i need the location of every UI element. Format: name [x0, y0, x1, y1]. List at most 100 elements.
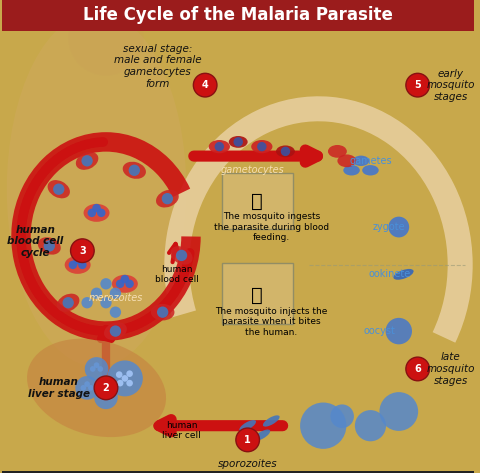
Circle shape — [406, 357, 430, 381]
Circle shape — [103, 391, 109, 396]
Circle shape — [69, 261, 77, 269]
Ellipse shape — [151, 304, 174, 321]
Text: 5: 5 — [414, 80, 421, 90]
Circle shape — [236, 428, 260, 452]
Ellipse shape — [104, 323, 127, 340]
Circle shape — [71, 239, 94, 263]
Circle shape — [78, 261, 86, 269]
Ellipse shape — [240, 420, 256, 431]
Circle shape — [87, 209, 96, 217]
Ellipse shape — [37, 237, 61, 254]
Circle shape — [281, 147, 290, 156]
Circle shape — [110, 325, 121, 337]
Circle shape — [125, 280, 134, 288]
Text: 2: 2 — [103, 383, 109, 393]
Text: ookinete: ookinete — [368, 269, 410, 280]
Text: human
blood cell: human blood cell — [155, 264, 199, 284]
Circle shape — [176, 250, 187, 261]
Circle shape — [81, 385, 86, 391]
Ellipse shape — [112, 275, 138, 293]
Text: 3: 3 — [79, 245, 86, 256]
Text: 🦟: 🦟 — [251, 286, 263, 305]
Circle shape — [94, 362, 99, 368]
Text: 4: 4 — [202, 80, 208, 90]
Circle shape — [120, 275, 129, 283]
Text: gametocytes: gametocytes — [220, 165, 284, 175]
Circle shape — [117, 380, 123, 386]
FancyBboxPatch shape — [222, 173, 292, 229]
Ellipse shape — [362, 165, 379, 175]
Circle shape — [44, 240, 55, 252]
Circle shape — [215, 142, 224, 151]
Text: sexual stage:
male and female
gametocytes
form: sexual stage: male and female gametocyte… — [114, 44, 202, 88]
Circle shape — [257, 142, 266, 151]
Circle shape — [92, 204, 101, 212]
Text: zygote: zygote — [373, 222, 406, 232]
Text: gametes: gametes — [349, 156, 392, 166]
Text: The mosquito injects the
parasite when it bites
the human.: The mosquito injects the parasite when i… — [215, 307, 327, 337]
Circle shape — [82, 297, 93, 308]
Ellipse shape — [170, 247, 193, 264]
Circle shape — [73, 256, 82, 264]
Circle shape — [97, 209, 106, 217]
Ellipse shape — [394, 269, 414, 280]
FancyBboxPatch shape — [222, 263, 292, 324]
Text: 1: 1 — [244, 435, 251, 445]
Ellipse shape — [276, 146, 295, 157]
Circle shape — [379, 392, 418, 431]
Ellipse shape — [122, 162, 146, 179]
Text: 🦟: 🦟 — [251, 192, 263, 210]
FancyBboxPatch shape — [2, 0, 474, 31]
Ellipse shape — [343, 165, 360, 175]
Circle shape — [90, 366, 96, 372]
Ellipse shape — [7, 12, 186, 367]
Ellipse shape — [27, 339, 166, 437]
Circle shape — [388, 217, 409, 237]
Text: human
liver stage: human liver stage — [28, 377, 90, 399]
Circle shape — [157, 307, 168, 318]
Text: merozoites: merozoites — [88, 293, 143, 303]
Circle shape — [97, 366, 103, 372]
Text: human
liver cell: human liver cell — [162, 420, 201, 440]
Circle shape — [85, 357, 108, 381]
Circle shape — [300, 403, 347, 449]
Circle shape — [82, 155, 93, 166]
Text: early
mosquito
stages: early mosquito stages — [427, 69, 475, 102]
Circle shape — [53, 184, 64, 195]
FancyBboxPatch shape — [2, 471, 474, 473]
Ellipse shape — [84, 204, 109, 222]
Circle shape — [126, 380, 133, 386]
Ellipse shape — [263, 415, 280, 427]
Text: oocyst: oocyst — [364, 326, 396, 336]
Circle shape — [62, 297, 74, 308]
Circle shape — [162, 193, 173, 204]
Circle shape — [121, 375, 128, 382]
Circle shape — [116, 280, 124, 288]
Circle shape — [233, 137, 243, 147]
Ellipse shape — [209, 140, 230, 153]
Circle shape — [84, 381, 90, 387]
Ellipse shape — [156, 190, 179, 207]
Circle shape — [99, 394, 105, 400]
Circle shape — [116, 371, 122, 378]
Circle shape — [100, 297, 112, 308]
Text: Life Cycle of the Malaria Parasite: Life Cycle of the Malaria Parasite — [84, 6, 393, 24]
Ellipse shape — [75, 152, 99, 169]
Ellipse shape — [337, 154, 356, 167]
Circle shape — [100, 278, 112, 289]
Ellipse shape — [328, 145, 347, 158]
Circle shape — [94, 376, 118, 400]
Circle shape — [129, 165, 140, 176]
Ellipse shape — [65, 256, 91, 274]
Circle shape — [75, 376, 99, 400]
Ellipse shape — [353, 156, 369, 166]
Circle shape — [110, 288, 121, 299]
Ellipse shape — [251, 140, 273, 153]
Circle shape — [91, 288, 102, 299]
Circle shape — [126, 370, 133, 377]
Ellipse shape — [47, 181, 71, 198]
Circle shape — [406, 73, 430, 97]
Ellipse shape — [57, 294, 80, 311]
Circle shape — [107, 394, 113, 400]
Circle shape — [193, 73, 217, 97]
